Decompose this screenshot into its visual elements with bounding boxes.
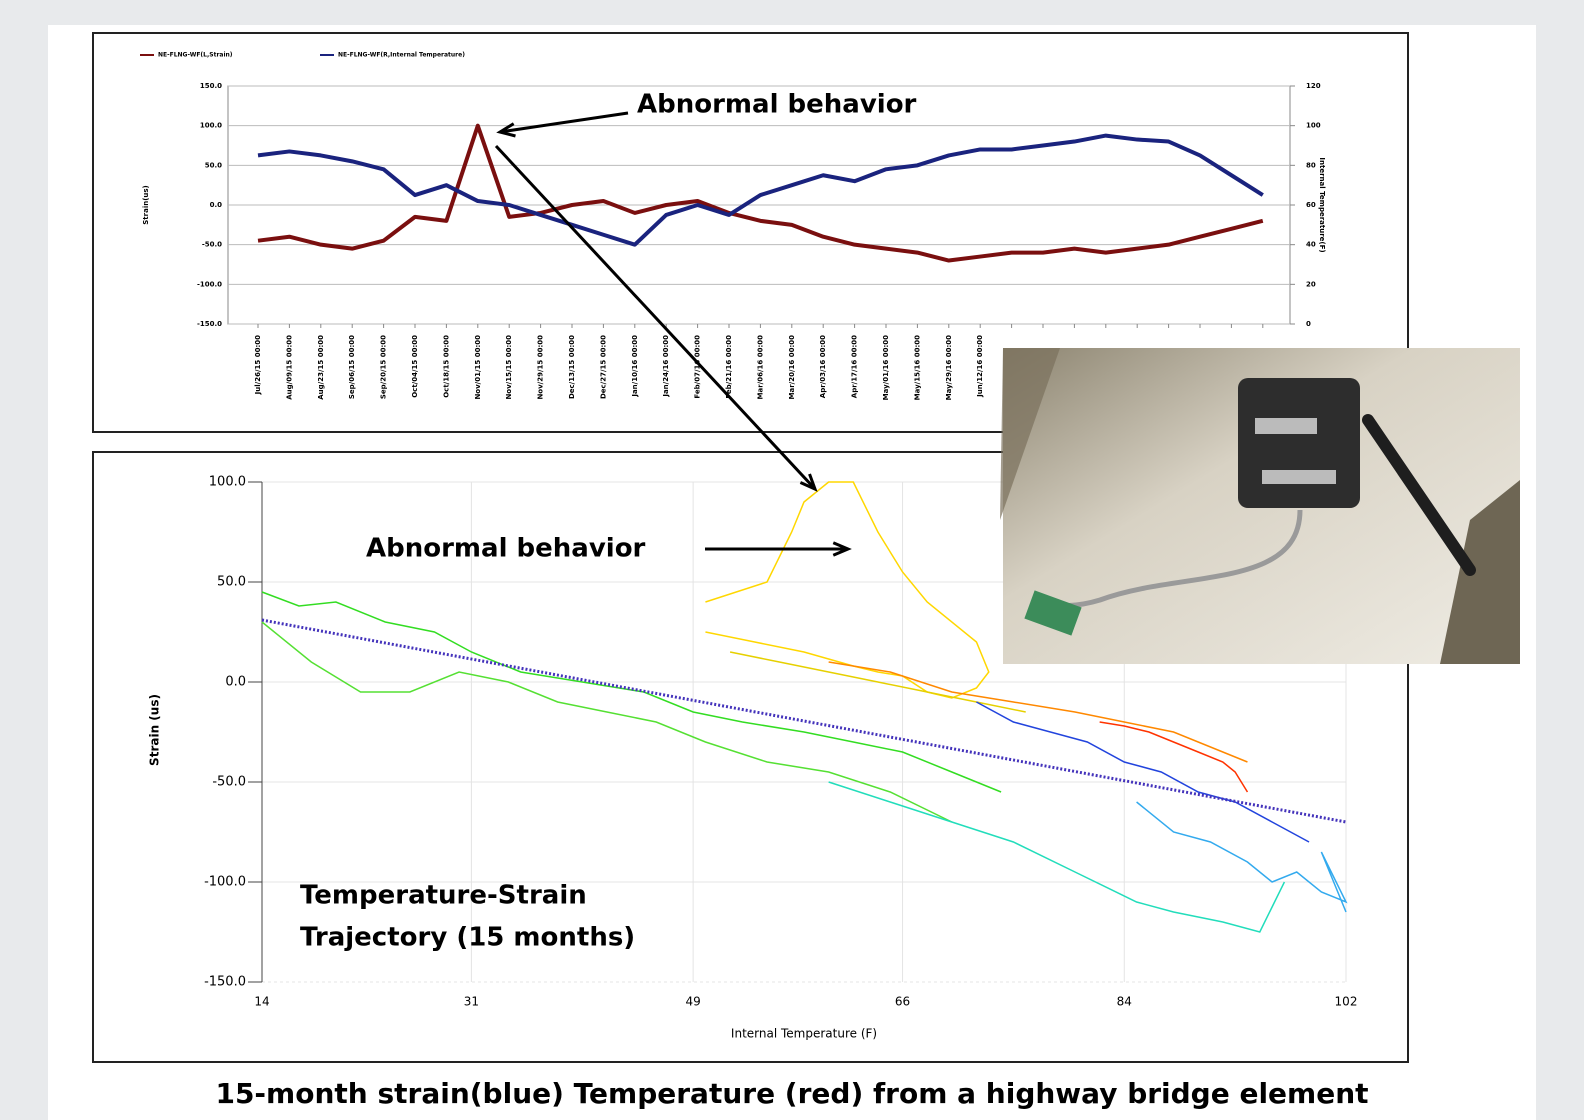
legend-label: NE-FLNG-WF(R,Internal Temperature): [338, 52, 465, 59]
x-tick-label: 84: [1117, 995, 1132, 1009]
annotation: Abnormal behavior: [637, 90, 917, 120]
photo: [1000, 348, 1520, 664]
y-tick-label: 0.0: [210, 201, 223, 209]
x-tick-label: Jul/26/15 00:00: [254, 335, 262, 395]
photo-antenna: [1362, 414, 1476, 576]
x-tick-label: Mar/06/16 00:00: [756, 335, 764, 400]
trajectory: [976, 701, 1310, 843]
y-axis-label: Strain(us): [142, 185, 150, 225]
x-tick-label: Oct/18/15 00:00: [442, 335, 450, 398]
y2-tick-label: 60: [1306, 201, 1316, 209]
arrow-head: [832, 541, 852, 557]
y-tick-label: 50.0: [205, 161, 222, 169]
x-tick-label: Aug/23/15 00:00: [317, 335, 325, 400]
x-tick-label: Aug/09/15 00:00: [285, 335, 293, 400]
y-tick-label: -150.0: [197, 320, 222, 328]
x-tick-label: Sep/20/15 00:00: [380, 335, 388, 399]
x-tick-label: Feb/21/16 00:00: [725, 335, 733, 399]
trajectory: [261, 591, 1002, 793]
trajectory: [1099, 721, 1249, 793]
y2-tick-label: 20: [1306, 280, 1316, 288]
y2-tick-label: 100: [1306, 122, 1321, 130]
y-tick-label: 150.0: [200, 82, 222, 90]
y-tick-label: -100.0: [197, 280, 222, 288]
annotation: Trajectory (15 months): [300, 923, 635, 953]
x-tick-label: May/01/16 00:00: [882, 335, 890, 400]
photo-board: [1024, 590, 1082, 636]
photo-label: [1255, 418, 1317, 434]
y-tick-label: -50.0: [212, 775, 246, 790]
annotation: Temperature-Strain: [300, 881, 587, 911]
x-tick-label: Nov/15/15 00:00: [505, 335, 513, 400]
y-tick-label: 0.0: [225, 675, 246, 690]
trajectory: [1136, 801, 1348, 913]
photo-sensor: [1238, 378, 1360, 508]
x-tick-label: 102: [1335, 995, 1358, 1009]
x-tick-label: Apr/17/16 00:00: [851, 335, 859, 398]
series-line: [257, 123, 1264, 263]
x-tick-label: May/29/16 00:00: [945, 335, 953, 400]
x-tick-label: Dec/13/15 00:00: [568, 335, 576, 399]
series-line: [257, 133, 1264, 247]
x-tick-label: Mar/20/16 00:00: [788, 335, 796, 400]
arrow: [499, 111, 629, 134]
y-tick-label: -150.0: [204, 975, 246, 990]
y2-tick-label: 120: [1306, 82, 1321, 90]
x-tick-label: Jan/10/16 00:00: [631, 335, 639, 398]
x-tick-label: 49: [685, 995, 700, 1009]
x-tick-label: 14: [254, 995, 269, 1009]
y-axis-label: Strain (us): [148, 694, 162, 766]
x-tick-label: May/15/16 00:00: [913, 335, 921, 400]
x-tick-label: Jan/24/16 00:00: [662, 335, 670, 398]
trajectory: [261, 621, 953, 823]
x-tick-label: Feb/07/16 00:00: [694, 335, 702, 399]
y2-tick-label: 80: [1306, 161, 1316, 169]
photo-beam: [1000, 348, 1060, 520]
arrow-head: [799, 473, 818, 492]
y2-tick-label: 0: [1306, 320, 1311, 328]
arrow-head: [496, 122, 516, 138]
y2-axis-label: Internal Temperature(F): [1318, 157, 1326, 252]
y-tick-label: -100.0: [204, 875, 246, 890]
y-tick-label: 100.0: [200, 122, 222, 130]
x-tick-label: 66: [895, 995, 910, 1009]
x-axis-label: Internal Temperature (F): [731, 1027, 877, 1041]
x-tick-label: Apr/03/16 00:00: [819, 335, 827, 398]
y-tick-label: 50.0: [217, 575, 246, 590]
y2-tick-label: 40: [1306, 241, 1316, 249]
caption: 15-month strain(blue) Temperature (red) …: [215, 1077, 1368, 1110]
photo-edge: [1440, 480, 1520, 664]
trajectory: [828, 661, 1248, 763]
x-tick-label: 31: [464, 995, 479, 1009]
x-tick-label: Sep/06/15 00:00: [348, 335, 356, 399]
trajectory: [828, 781, 1286, 933]
y-tick-label: 100.0: [209, 475, 246, 490]
x-tick-label: Dec/27/15 00:00: [599, 335, 607, 399]
x-tick-label: Nov/29/15 00:00: [537, 335, 545, 400]
legend-label: NE-FLNG-WF(L,Strain): [158, 52, 233, 59]
arrow: [494, 144, 817, 491]
x-tick-label: Nov/01/15 00:00: [474, 335, 482, 400]
photo-label: [1262, 470, 1336, 484]
annotation: Abnormal behavior: [366, 534, 646, 564]
y-tick-label: -50.0: [202, 241, 222, 249]
x-tick-label: Jun/12/16 00:00: [976, 335, 984, 398]
x-tick-label: Oct/04/15 00:00: [411, 335, 419, 398]
